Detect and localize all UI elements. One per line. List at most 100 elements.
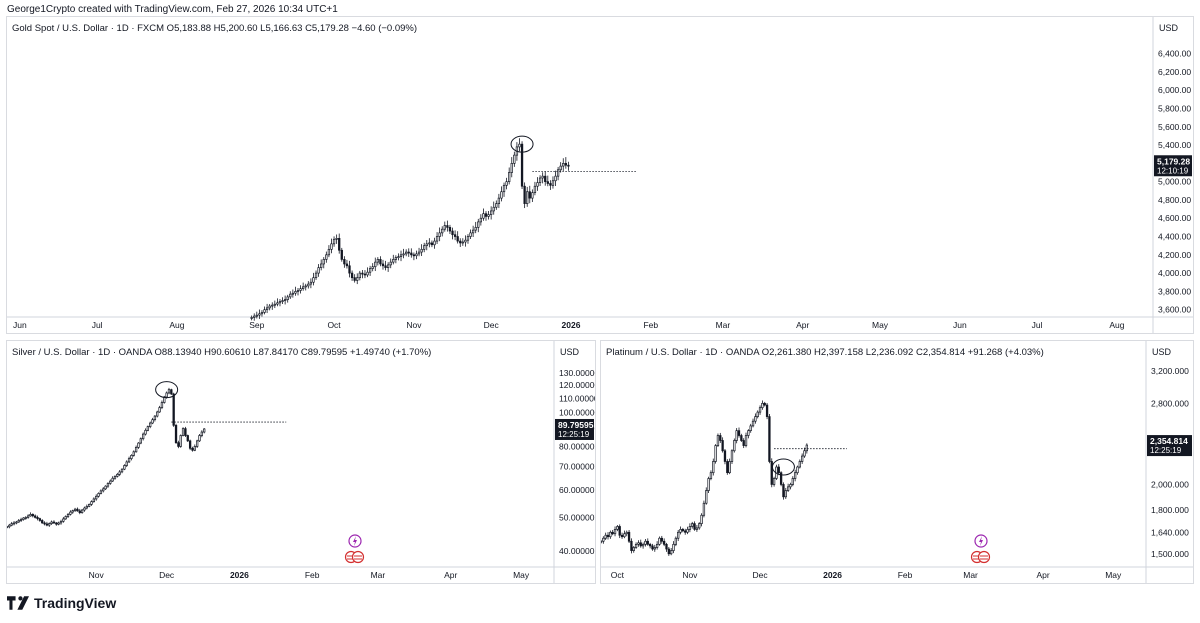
silver-candlestick-chart[interactable]: USD130.00000120.00000110.00000100.000009…	[7, 341, 595, 583]
gold-candlestick-chart[interactable]: USD 6,400.00 6,200.00 6,000.00 5,800.00 5,600…	[7, 17, 1193, 333]
candle-body	[497, 197, 501, 204]
x-tick-label: Aug	[1109, 320, 1124, 330]
us-flag-icon-circle	[351, 550, 365, 564]
candle	[508, 167, 511, 185]
candle-body	[291, 292, 295, 295]
candle-body	[384, 265, 387, 268]
y-tick-label: 6,000.00	[1158, 85, 1191, 95]
x-tick-label: Nov	[89, 570, 105, 580]
y-tick-label: 80.00000	[559, 441, 595, 451]
candle	[99, 489, 103, 495]
candle	[170, 388, 173, 395]
candle	[7, 525, 9, 529]
candle-body	[742, 440, 745, 446]
candle-body	[665, 543, 668, 550]
price-tag	[555, 418, 594, 440]
candle	[253, 313, 256, 321]
platinum-candlestick-chart[interactable]: USD3,200.0002,800.0002,400.0002,000.0001…	[601, 341, 1193, 583]
candle	[371, 263, 374, 272]
candle	[322, 257, 325, 269]
candle-body	[41, 520, 44, 524]
candle-body	[304, 285, 307, 288]
tradingview-logo: TradingView	[7, 595, 116, 611]
candle	[78, 508, 81, 515]
candle	[36, 515, 39, 521]
candle-body	[528, 191, 531, 199]
candle-body	[358, 272, 361, 279]
y-tick-label: 4,800.00	[1158, 195, 1191, 205]
candle-body	[667, 548, 670, 555]
candle-body	[156, 411, 159, 417]
candle	[188, 439, 192, 451]
lightning-icon-bolt	[353, 536, 357, 546]
candle-body	[392, 259, 395, 263]
platinum-chart-panel[interactable]: Platinum / U.S. Dollar · 1D · OANDA O2,2…	[600, 340, 1194, 584]
candle-body	[466, 236, 470, 241]
candle	[686, 526, 689, 535]
candle	[146, 425, 150, 432]
candle-body	[12, 522, 16, 525]
candle-body	[118, 471, 121, 475]
candle-body	[502, 184, 506, 193]
candle	[536, 177, 539, 191]
candle-body	[376, 259, 379, 263]
candle	[160, 400, 164, 410]
candle-body	[474, 227, 477, 231]
x-tick-label: Dec	[159, 570, 175, 580]
y-tick-label: 70.00000	[559, 462, 595, 472]
candle	[772, 476, 776, 487]
candle	[747, 429, 750, 439]
candle	[123, 464, 126, 471]
candle	[500, 186, 503, 202]
candle-body	[609, 531, 612, 538]
candle-body	[459, 240, 462, 244]
candle-body	[648, 543, 652, 547]
candle	[312, 272, 315, 286]
candle-body	[113, 476, 117, 479]
y-tick-label: 5,600.00	[1158, 122, 1191, 132]
candle	[723, 449, 727, 465]
candle	[10, 521, 13, 527]
candle-body	[754, 416, 757, 422]
candle	[627, 529, 631, 544]
candle-body	[772, 478, 776, 485]
candle	[526, 186, 529, 207]
candle	[430, 240, 434, 248]
candle	[520, 141, 524, 189]
candle	[327, 245, 331, 258]
candle-body	[181, 428, 185, 436]
candle	[484, 211, 488, 221]
candle-body	[38, 518, 42, 521]
candle	[296, 287, 300, 296]
candle-body	[733, 440, 736, 452]
candle-body	[317, 267, 320, 274]
candle-body	[307, 283, 310, 287]
candle-body	[69, 511, 72, 515]
candle	[740, 433, 743, 442]
candle-body	[76, 508, 79, 512]
silver-chart-panel[interactable]: Silver / U.S. Dollar · 1D · OANDA O88.13…	[6, 340, 596, 584]
candle	[477, 218, 480, 233]
candle-body	[203, 428, 206, 433]
candle	[294, 286, 297, 296]
candle-body	[120, 468, 124, 473]
candle-body	[513, 154, 516, 164]
platinum-legend: Platinum / U.S. Dollar · 1D · OANDA O2,2…	[606, 347, 1044, 358]
lightning-icon-bolt	[979, 536, 983, 546]
x-tick-label: Feb	[643, 320, 658, 330]
candle	[632, 546, 635, 553]
candle-body	[144, 429, 147, 435]
candle	[31, 513, 34, 518]
gold-chart-panel[interactable]: Gold Spot / U.S. Dollar · 1D · FXCM O5,1…	[6, 16, 1194, 334]
candle	[651, 543, 654, 551]
highlight-ellipse	[155, 381, 179, 399]
candle-body	[340, 249, 343, 260]
candle-body	[801, 455, 804, 462]
candle	[345, 259, 349, 269]
y-tick-label: 110.00000	[559, 393, 595, 403]
candle	[73, 507, 77, 512]
candle-body	[71, 510, 74, 513]
candle-body	[66, 514, 70, 517]
candle	[265, 303, 269, 314]
x-tick-label: Sep	[249, 320, 264, 330]
